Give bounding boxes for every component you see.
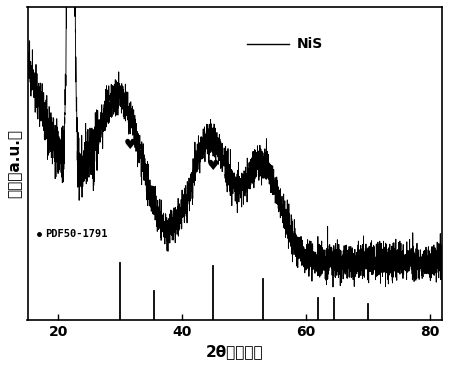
X-axis label: 2θ（角度）: 2θ（角度） xyxy=(206,344,264,359)
Y-axis label: 强度（a.u.）: 强度（a.u.） xyxy=(7,129,22,198)
Text: NiS: NiS xyxy=(297,37,323,52)
Text: ♥: ♥ xyxy=(123,138,136,152)
Text: ♥: ♥ xyxy=(207,160,220,173)
Text: PDF50-1791: PDF50-1791 xyxy=(45,229,107,239)
Text: ♥: ♥ xyxy=(260,169,272,183)
